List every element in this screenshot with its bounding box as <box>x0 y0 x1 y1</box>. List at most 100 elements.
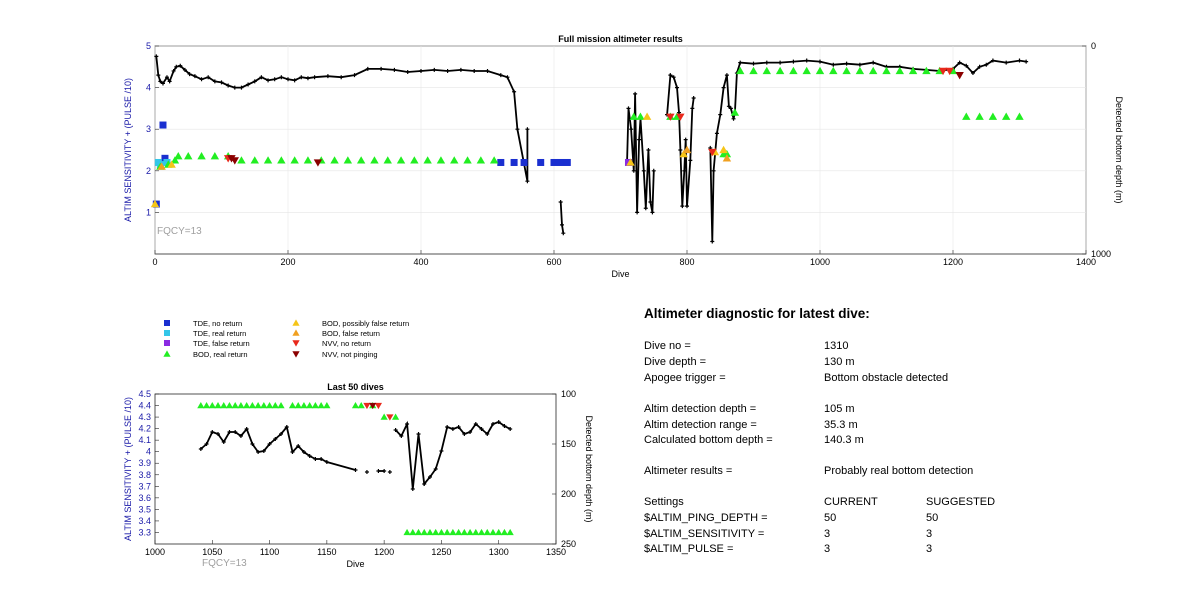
last50-depth-point <box>508 427 513 431</box>
full-depth-point <box>857 62 862 67</box>
full-depth-point <box>818 59 822 64</box>
last50-depth-point <box>479 427 484 431</box>
last50-depth-point <box>233 430 238 434</box>
last50-bod-real-return-marker <box>248 401 256 409</box>
full-bod-real-return-marker <box>762 66 771 75</box>
full-depth-point <box>432 67 437 72</box>
full-depth-point <box>178 63 183 68</box>
full-bod-real-return-marker <box>1015 112 1024 120</box>
last50-depth-point <box>462 432 467 436</box>
full-bod-possibly-false-marker <box>679 149 688 158</box>
full-tde-no-return-marker <box>550 158 558 166</box>
full-depth-point <box>778 60 783 65</box>
last50-bod-real-return-marker <box>426 528 434 536</box>
last50-depth-point <box>284 425 289 429</box>
full-depth-point <box>629 127 634 132</box>
full-depth-point <box>691 96 696 100</box>
last50-depth-point <box>405 422 410 426</box>
last50-nvv-not-pinging-marker <box>369 402 377 410</box>
full-bod-real-return-marker <box>722 149 732 158</box>
last50-depth-point <box>473 422 478 426</box>
last50-depth-point <box>267 442 272 446</box>
last50-depth-point <box>279 432 284 436</box>
settings-label: Settings <box>644 496 684 508</box>
last50-y-tick-label: 4.5 <box>138 389 151 399</box>
last50-bod-real-return-marker <box>472 528 480 536</box>
full-depth-point <box>232 85 237 90</box>
last50-y-tick-label: 4.2 <box>138 424 151 434</box>
last50-y-tick-label: 4.4 <box>138 401 151 411</box>
last50-bod-real-return-marker <box>300 401 308 409</box>
full-bod-real-return-marker <box>330 156 339 164</box>
legend-tde-no-return-marker <box>164 320 170 326</box>
legend-bod-real-return-marker <box>163 350 171 357</box>
last50-bod-real-return-marker <box>466 528 474 536</box>
full-bod-real-return-marker <box>383 156 392 164</box>
full-depth-point <box>738 60 743 65</box>
last50-depth-point <box>296 444 301 448</box>
full-depth-point <box>325 74 330 79</box>
full-depth-point <box>721 85 726 90</box>
altim-detection-depth-label: Altim detection depth = <box>644 403 757 415</box>
full-bod-possibly-false-marker <box>167 160 176 168</box>
full-depth-point <box>714 131 719 136</box>
full-depth-point <box>871 60 876 65</box>
last50-title: Last 50 dives <box>327 382 384 392</box>
full-depth-point <box>710 239 715 244</box>
calculated-bottom-value: 140.3 m <box>824 434 864 446</box>
last50-depth-point <box>364 470 369 474</box>
full-depth-point <box>246 82 251 87</box>
full-tde-no-return-marker <box>510 158 518 166</box>
full-depth-point <box>305 76 310 81</box>
last50-y-tick-label: 3.9 <box>138 458 151 468</box>
last50-x-tick-label: 1350 <box>546 547 566 557</box>
full-bod-real-return-marker <box>489 156 499 164</box>
full-bod-possibly-false-marker <box>150 199 160 208</box>
full-bod-real-return-marker <box>988 112 998 120</box>
last50-x-tick-label: 1250 <box>431 547 451 557</box>
full-depth-point <box>558 200 563 204</box>
last50-bod-real-return-marker <box>197 401 205 409</box>
full-bod-false-return-marker <box>722 154 732 162</box>
last50-depth-point <box>410 487 415 491</box>
last50-y2-label: Detected bottom depth (m) <box>584 415 594 522</box>
last50-depth-point <box>416 432 421 436</box>
full-bod-real-return-marker <box>356 156 366 164</box>
full-depth-point <box>831 62 836 67</box>
last50-bod-real-return-marker <box>483 528 491 536</box>
last50-y2-tick-label: 200 <box>561 489 576 499</box>
full-depth-point <box>977 64 982 69</box>
last50-bod-real-return-marker <box>243 401 251 409</box>
full-bod-real-return-marker <box>396 156 406 164</box>
full-depth-point <box>690 106 695 111</box>
last50-bod-real-return-marker <box>403 528 411 536</box>
full-bod-real-return-marker <box>237 156 246 164</box>
full-depth-point <box>365 66 370 71</box>
full-bod-real-return-marker <box>775 66 785 75</box>
full-bod-real-return-marker <box>303 156 313 164</box>
last50-depth-point <box>445 425 450 429</box>
sensitivity-current: 3 <box>824 528 831 540</box>
full-depth-point <box>631 168 636 173</box>
full-depth-point <box>1017 58 1022 63</box>
full-depth-point <box>286 77 290 82</box>
full-bod-real-return-marker <box>975 112 984 120</box>
full-y-tick-label: 5 <box>146 41 151 51</box>
full-depth-point <box>804 58 809 63</box>
full-depth-point <box>970 71 975 76</box>
last50-bod-real-return-marker <box>420 528 428 536</box>
full-tde-no-return-marker <box>563 158 571 166</box>
full-nvv-no-return-marker <box>938 67 948 76</box>
last50-y-tick-label: 3.8 <box>138 470 151 480</box>
full-depth-point <box>158 79 163 84</box>
last50-bod-real-return-marker <box>449 528 457 536</box>
full-depth-point <box>984 62 989 67</box>
last50-bod-real-return-marker <box>214 401 222 409</box>
last50-bod-real-return-marker <box>437 528 446 536</box>
legend-tde-real-return-marker <box>164 330 170 336</box>
last50-depth-point <box>261 449 266 453</box>
full-nvv-no-return-marker <box>945 67 954 76</box>
full-depth-point <box>472 68 477 73</box>
full-nvv-not-pinging-marker <box>227 155 236 163</box>
